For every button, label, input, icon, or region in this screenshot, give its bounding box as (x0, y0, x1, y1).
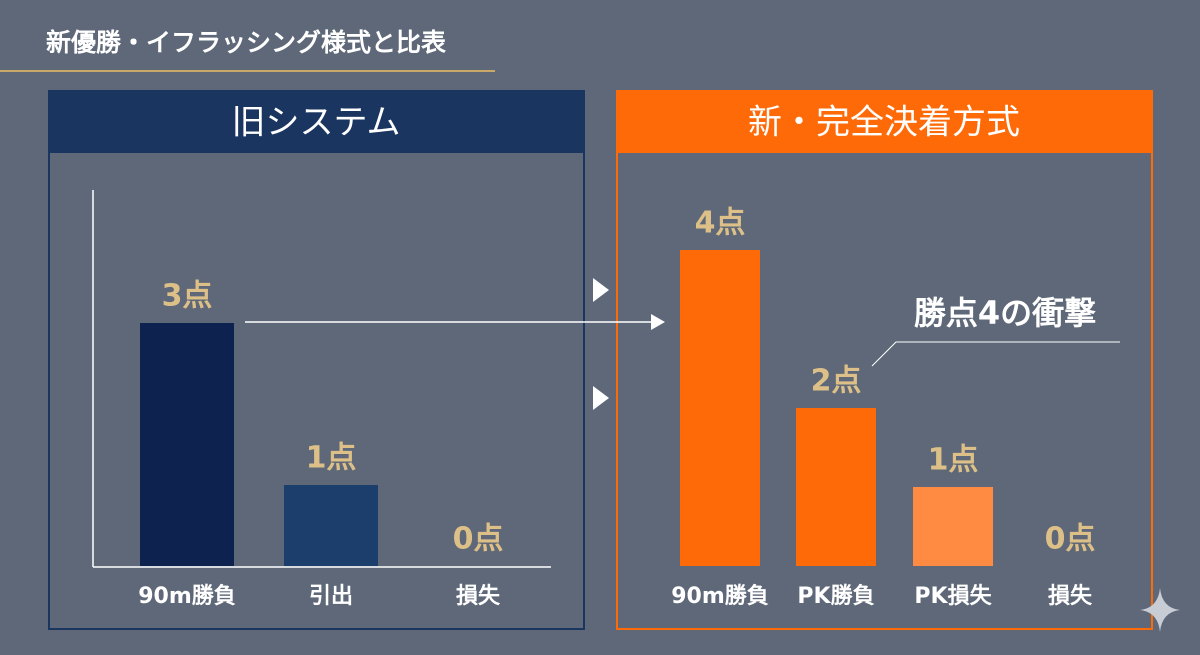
value-label: 1点 (928, 443, 979, 478)
x-tick-label: 損失 (1048, 584, 1093, 609)
bar (140, 323, 234, 566)
x-tick-label: 90m勝負 (671, 583, 769, 609)
annotation: 勝点4の衝撃 (914, 294, 1096, 332)
value-label: 3点 (162, 279, 213, 314)
bar (680, 250, 760, 566)
annotation-leader (871, 341, 1120, 367)
x-tick-label: 損失 (456, 584, 501, 609)
value-label: 4点 (695, 206, 746, 241)
new-panel-header (617, 91, 1152, 153)
arrow-head (651, 314, 665, 330)
panel-title: 新・完全決着方式 (748, 103, 1020, 143)
bar (796, 408, 876, 566)
x-tick-label: PK損失 (914, 584, 992, 609)
chevron (593, 278, 609, 302)
old-panel-header (49, 91, 584, 153)
bar (284, 485, 378, 566)
x-tick-label: 引出 (309, 584, 353, 609)
chevron (593, 386, 609, 410)
page-title: 新優勝・イフラッシング様式と比表 (46, 28, 447, 57)
value-label: 0点 (453, 522, 504, 557)
sparkle-icon (1140, 588, 1180, 632)
x-tick-label: PK勝負 (797, 583, 874, 609)
value-label: 1点 (306, 441, 357, 476)
panel-title: 旧システム (232, 103, 401, 143)
x-tick-label: 90m勝負 (138, 583, 236, 609)
value-label: 2点 (811, 364, 862, 399)
value-label: 0点 (1045, 522, 1096, 557)
bar (913, 487, 993, 566)
